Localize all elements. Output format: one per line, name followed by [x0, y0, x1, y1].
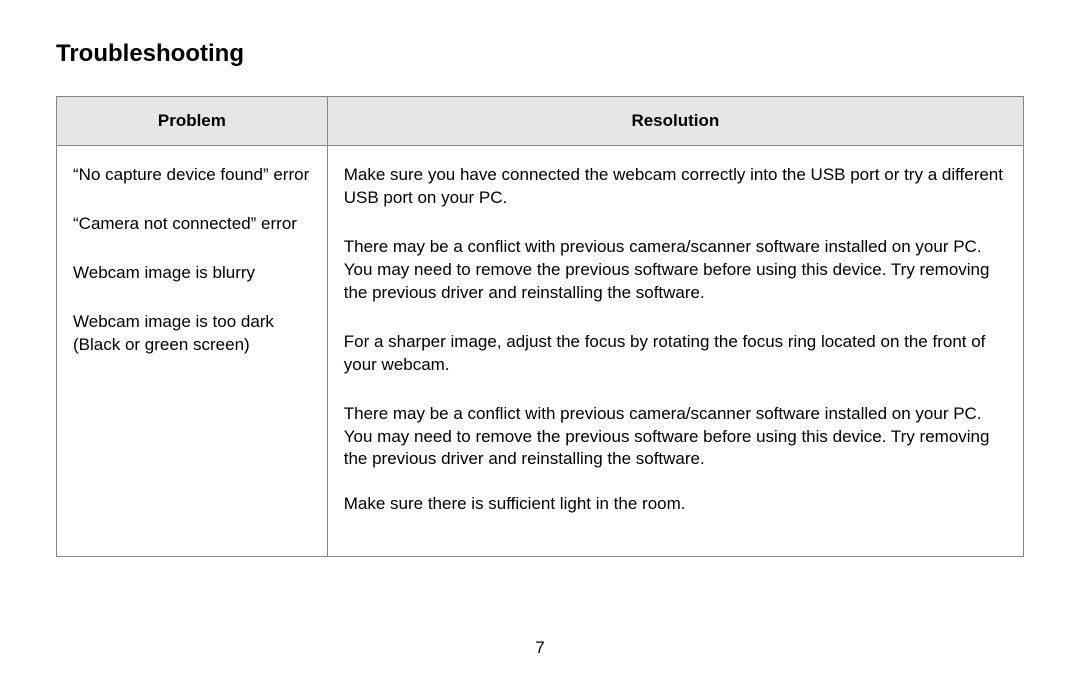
- problem-text: Webcam image is too dark (Black or green…: [73, 311, 311, 357]
- resolution-block: There may be a conflict with previous ca…: [344, 403, 1007, 517]
- resolution-text: Make sure you have connected the webcam …: [344, 164, 1007, 210]
- resolution-text: There may be a conflict with previous ca…: [344, 403, 1007, 472]
- column-header-resolution: Resolution: [327, 97, 1023, 146]
- resolution-text: Make sure there is sufficient light in t…: [344, 493, 1007, 516]
- resolution-text: For a sharper image, adjust the focus by…: [344, 331, 1007, 377]
- problem-cell: “No capture device found” error “Camera …: [57, 146, 328, 557]
- problem-text: “No capture device found” error: [73, 164, 311, 187]
- table-header-row: Problem Resolution: [57, 97, 1024, 146]
- resolution-block: There may be a conflict with previous ca…: [344, 236, 1007, 305]
- table-body-row: “No capture device found” error “Camera …: [57, 146, 1024, 557]
- column-header-problem: Problem: [57, 97, 328, 146]
- problem-text: Webcam image is blurry: [73, 262, 311, 285]
- resolution-cell: Make sure you have connected the webcam …: [327, 146, 1023, 557]
- problem-text: “Camera not connected” error: [73, 213, 311, 236]
- resolution-block: For a sharper image, adjust the focus by…: [344, 331, 1007, 377]
- troubleshooting-table: Problem Resolution “No capture device fo…: [56, 96, 1024, 557]
- resolution-block: Make sure you have connected the webcam …: [344, 164, 1007, 210]
- resolution-text: There may be a conflict with previous ca…: [344, 236, 1007, 305]
- page-heading: Troubleshooting: [56, 40, 1024, 68]
- page-number: 7: [0, 638, 1080, 658]
